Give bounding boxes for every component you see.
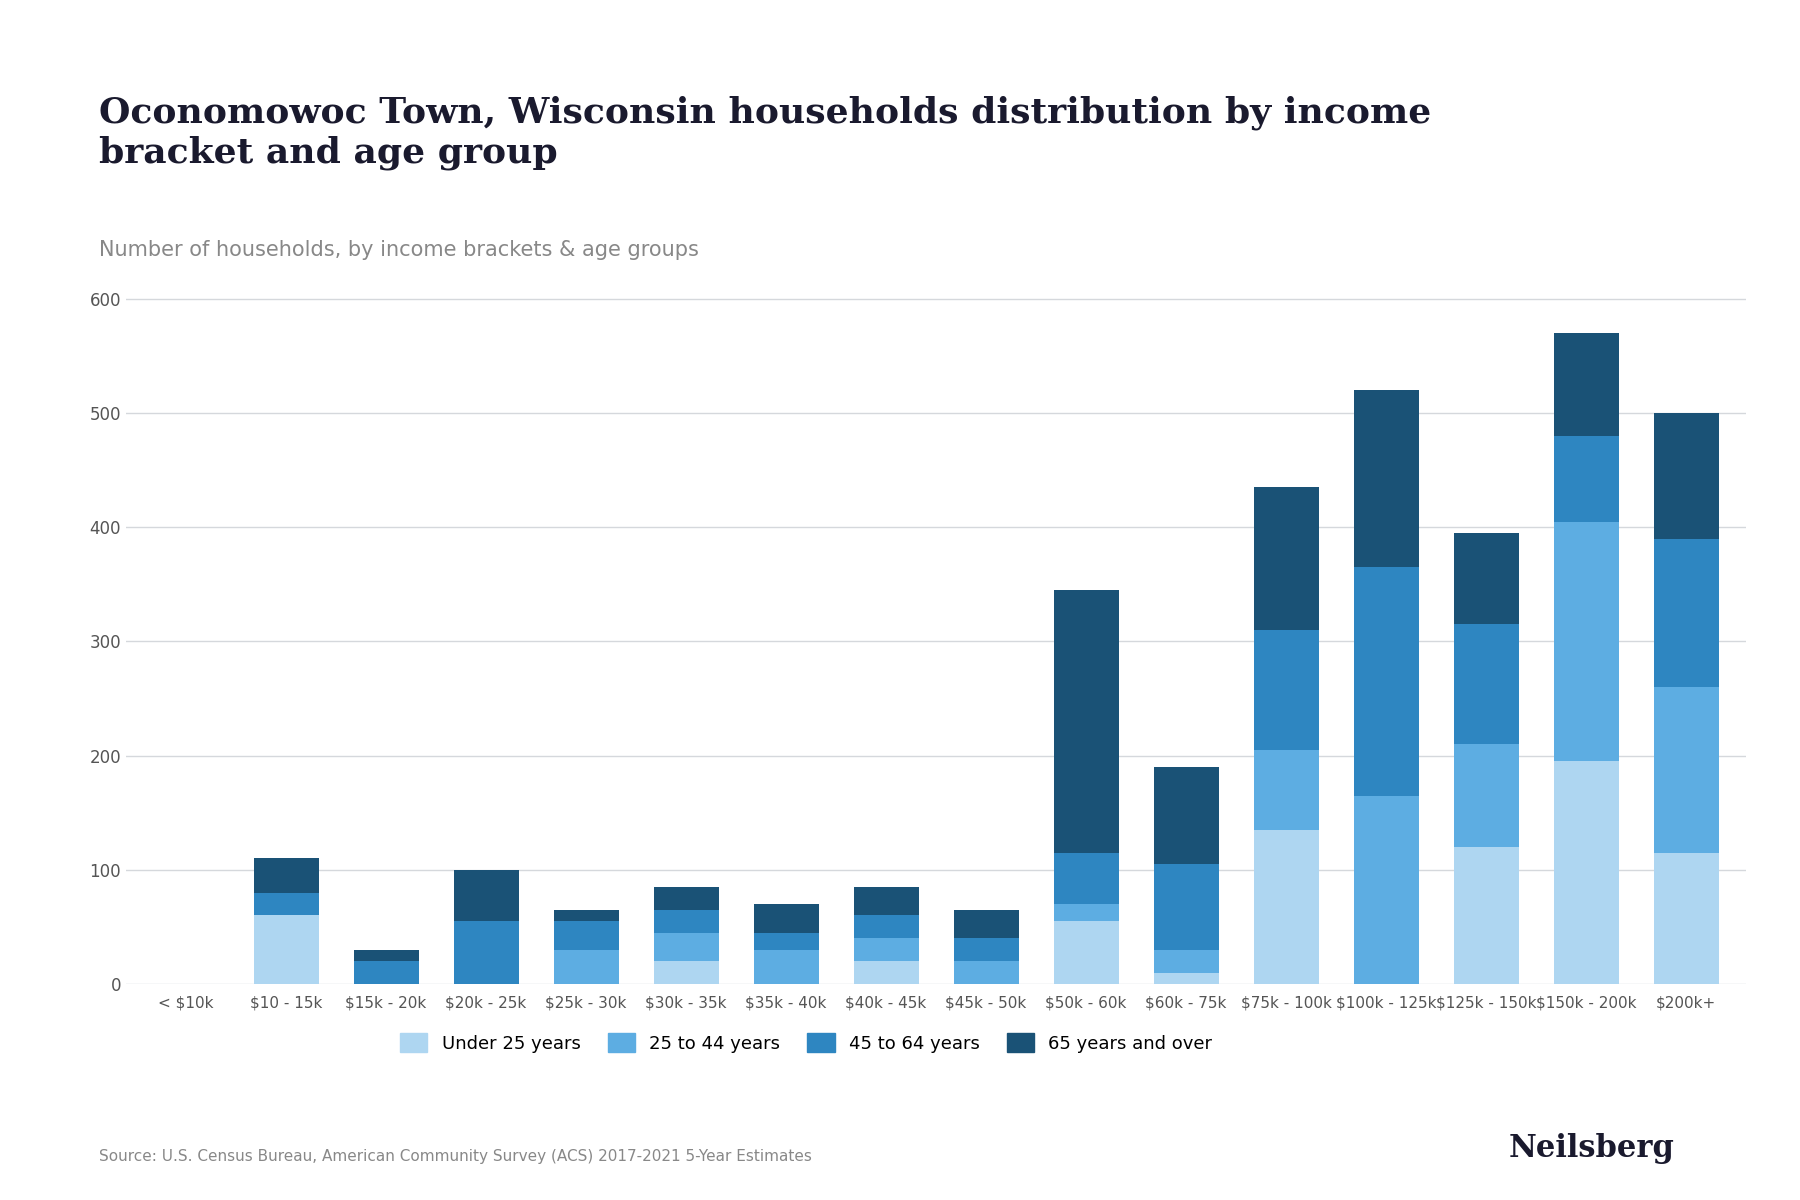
Bar bbox=[254, 893, 319, 916]
Bar bbox=[1053, 922, 1118, 984]
Text: Neilsberg: Neilsberg bbox=[1508, 1133, 1674, 1164]
Bar bbox=[1654, 539, 1719, 688]
Bar bbox=[1253, 487, 1318, 630]
Text: Source: U.S. Census Bureau, American Community Survey (ACS) 2017-2021 5-Year Est: Source: U.S. Census Bureau, American Com… bbox=[99, 1150, 812, 1164]
Text: Oconomowoc Town, Wisconsin households distribution by income
bracket and age gro: Oconomowoc Town, Wisconsin households di… bbox=[99, 96, 1431, 170]
Bar bbox=[1154, 864, 1219, 949]
Bar bbox=[754, 932, 819, 949]
Bar bbox=[1154, 972, 1219, 984]
Bar bbox=[1654, 688, 1719, 853]
Bar bbox=[853, 916, 918, 938]
Bar bbox=[1053, 853, 1118, 904]
Bar bbox=[1053, 590, 1118, 853]
Bar bbox=[853, 887, 918, 916]
Text: Number of households, by income brackets & age groups: Number of households, by income brackets… bbox=[99, 240, 698, 260]
Bar bbox=[1154, 767, 1219, 864]
Bar bbox=[1354, 568, 1418, 796]
Bar bbox=[1654, 853, 1719, 984]
Bar bbox=[954, 910, 1019, 938]
Bar bbox=[653, 961, 718, 984]
Bar bbox=[454, 870, 518, 922]
Bar bbox=[554, 910, 619, 922]
Bar bbox=[1553, 761, 1618, 984]
Bar bbox=[954, 961, 1019, 984]
Bar bbox=[254, 858, 319, 893]
Bar bbox=[853, 961, 918, 984]
Bar bbox=[1154, 949, 1219, 972]
Bar bbox=[1454, 533, 1519, 624]
Bar bbox=[1454, 847, 1519, 984]
Bar bbox=[1553, 436, 1618, 522]
Legend: Under 25 years, 25 to 44 years, 45 to 64 years, 65 years and over: Under 25 years, 25 to 44 years, 45 to 64… bbox=[392, 1026, 1220, 1060]
Bar bbox=[554, 949, 619, 984]
Bar bbox=[1253, 830, 1318, 984]
Bar bbox=[754, 949, 819, 984]
Bar bbox=[353, 961, 418, 984]
Bar bbox=[1053, 904, 1118, 922]
Bar bbox=[1253, 630, 1318, 750]
Bar bbox=[653, 932, 718, 961]
Bar bbox=[853, 938, 918, 961]
Bar bbox=[1454, 624, 1519, 744]
Bar bbox=[653, 910, 718, 932]
Bar bbox=[1454, 744, 1519, 847]
Bar bbox=[653, 887, 718, 910]
Bar bbox=[454, 922, 518, 984]
Bar bbox=[1553, 522, 1618, 761]
Bar bbox=[554, 922, 619, 949]
Bar bbox=[754, 904, 819, 932]
Bar bbox=[353, 949, 418, 961]
Bar bbox=[1354, 796, 1418, 984]
Bar bbox=[1553, 334, 1618, 436]
Bar bbox=[1654, 413, 1719, 539]
Bar bbox=[254, 916, 319, 984]
Bar bbox=[1354, 390, 1418, 568]
Bar bbox=[954, 938, 1019, 961]
Bar bbox=[1253, 750, 1318, 830]
